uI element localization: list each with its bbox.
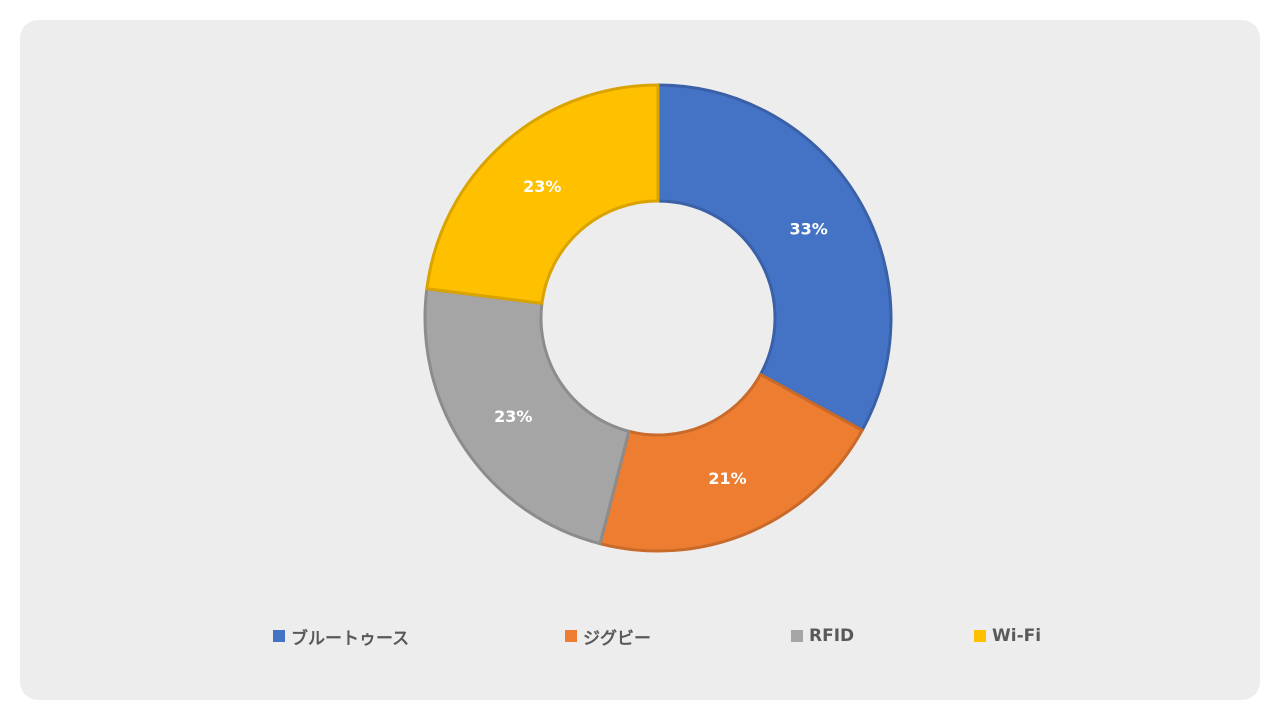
legend-item-bluetooth: ブルートゥース: [273, 622, 409, 650]
legend-label-rfid: RFID: [809, 626, 855, 646]
data-label-wifi: 23%: [523, 177, 561, 196]
slice-bluetooth: [656, 83, 893, 432]
legend-swatch-rfid: [791, 630, 803, 642]
legend-swatch-bluetooth: [273, 630, 285, 642]
data-label-zigbee: 21%: [708, 469, 746, 488]
data-label-bluetooth: 33%: [789, 219, 827, 238]
data-label-rfid: 23%: [494, 407, 532, 426]
legend-label-bluetooth: ブルートゥース: [291, 628, 410, 649]
legend-item-wifi: Wi-Fi: [974, 622, 1041, 650]
chart-card: 33% 21% 23% 23% ブルートゥース ジグビー RFID Wi-Fi: [20, 20, 1260, 700]
legend-item-zigbee: ジグビー: [565, 622, 651, 650]
legend-swatch-wifi: [974, 630, 986, 642]
legend-item-rfid: RFID: [791, 622, 854, 650]
legend-label-zigbee: ジグビー: [583, 628, 651, 649]
slice-wifi: [425, 83, 660, 305]
legend-swatch-zigbee: [565, 630, 577, 642]
legend-label-wifi: Wi-Fi: [992, 626, 1042, 646]
donut-chart: 33% 21% 23% 23%: [423, 83, 893, 553]
slice-zigbee: [598, 372, 864, 553]
legend: ブルートゥース ジグビー RFID Wi-Fi: [20, 622, 1260, 650]
slice-rfid: [423, 287, 631, 546]
